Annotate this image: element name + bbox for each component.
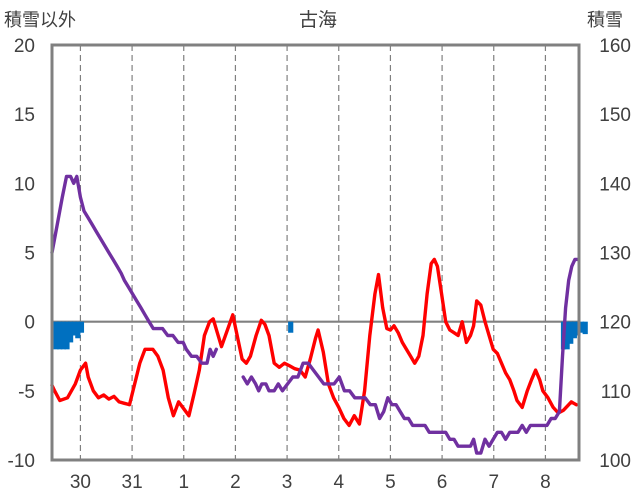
right-tick-label: 130 <box>599 244 631 265</box>
left-axis-label: 積雪以外 <box>4 10 76 31</box>
left-tick-label: -5 <box>18 382 35 403</box>
precip-bar-14 <box>578 321 585 333</box>
right-tick-label: 120 <box>599 313 631 334</box>
right-tick-label: 150 <box>599 105 631 126</box>
right-tick-label: 140 <box>599 174 631 195</box>
x-tick-label: 3 <box>282 472 293 493</box>
precip-bar-11 <box>568 321 574 344</box>
x-tick-label: 7 <box>488 472 499 493</box>
x-tick-label: 8 <box>540 472 551 493</box>
left-tick-label: -10 <box>8 451 35 472</box>
left-tick-label: 10 <box>14 174 35 195</box>
plot-frame <box>50 43 581 462</box>
temperature-line <box>50 257 579 428</box>
snow-depth-line <box>50 174 580 455</box>
right-tick-label: 160 <box>599 36 631 57</box>
precip-bar-7 <box>78 321 85 333</box>
x-tick-label: 30 <box>70 472 91 493</box>
right-tick-label: 110 <box>601 382 631 403</box>
left-tick-label: 0 <box>24 313 35 334</box>
x-tick-label: 1 <box>178 472 189 493</box>
left-tick-label: 5 <box>24 244 35 265</box>
precip-bar-10 <box>564 321 570 350</box>
x-tick-label: 31 <box>122 472 143 493</box>
x-tick-label: 4 <box>333 472 344 493</box>
precip-bar-1 <box>57 321 63 350</box>
precip-bar-2 <box>60 321 66 350</box>
plot-area <box>50 174 588 455</box>
precip-bar-0 <box>53 321 59 350</box>
tick-labels: 20 15 10 5 0 -5 -10 160 150 140 130 120 110 100 30 31 1 2… <box>8 36 631 493</box>
x-tick-label: 6 <box>437 472 448 493</box>
precip-bar-12 <box>571 321 577 339</box>
precip-bar-8 <box>288 321 294 333</box>
precip-bar-3 <box>64 321 70 350</box>
grid-lines <box>52 45 579 460</box>
precip-bar-5 <box>71 321 77 336</box>
precip-bar-6 <box>75 321 81 339</box>
precip-bar-4 <box>68 321 74 343</box>
left-tick-label: 15 <box>14 105 35 126</box>
x-tick-label: 5 <box>385 472 396 493</box>
x-tick-label: 2 <box>230 472 241 493</box>
precip-bar-15 <box>582 321 588 335</box>
right-tick-label: 100 <box>599 451 631 472</box>
right-axis-label: 積雪 <box>587 10 623 31</box>
chart-title: 古海 <box>299 9 337 31</box>
left-tick-label: 20 <box>14 36 35 57</box>
